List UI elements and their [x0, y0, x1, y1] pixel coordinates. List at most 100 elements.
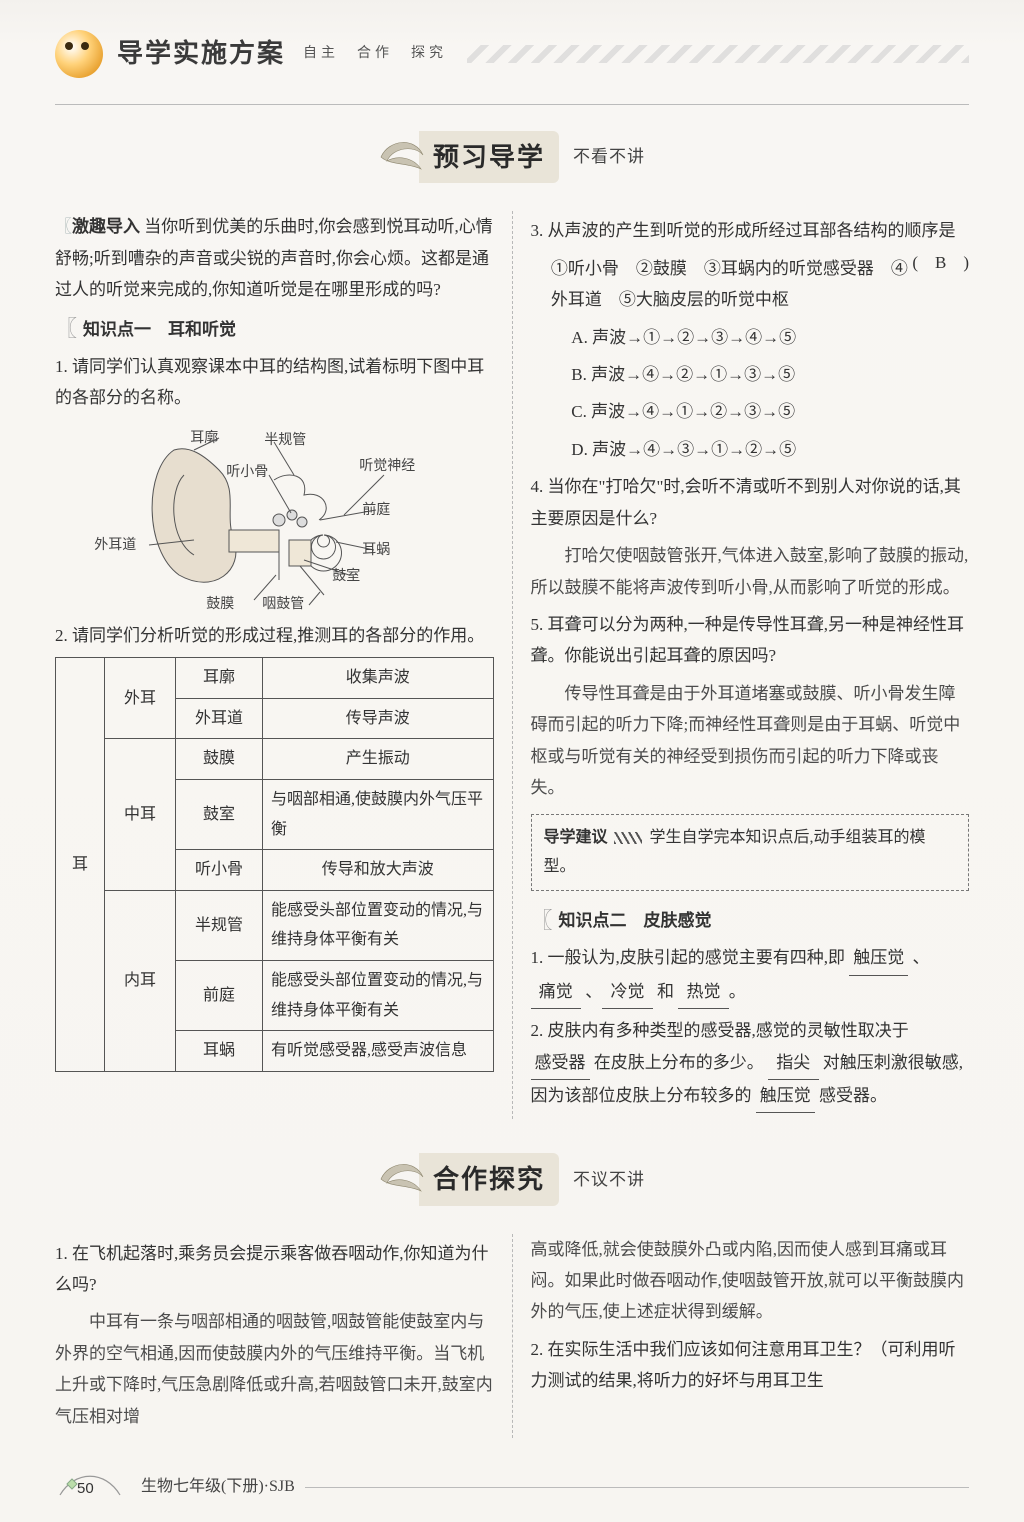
blank-6: 指尖 [768, 1047, 819, 1080]
cell-part: 耳蜗 [176, 1031, 263, 1072]
q3-answer: B [935, 253, 946, 272]
section-side: 不看不讲 [573, 141, 645, 172]
kp-ornament-icon: 〖 [55, 318, 77, 340]
kp2-q1-pre: 1. 一般认为,皮肤引起的感觉主要有四种,即 [531, 948, 846, 967]
cell-part: 外耳道 [176, 698, 263, 739]
section-side: 不议不讲 [573, 1164, 645, 1195]
question-2: 2. 请同学们分析听觉的形成过程,推测耳的各部分的作用。 [55, 620, 494, 651]
q4-answer: 打哈欠使咽鼓管张开,气体进入鼓室,影响了鼓膜的振动,所以鼓膜不能将声波传到听小骨… [531, 540, 970, 603]
header-subtitle: 自主 合作 探究 [303, 41, 447, 67]
ear-table: 耳 外耳 耳廓 收集声波 外耳道 传导声波 中耳 鼓膜 产生振动 鼓室 与咽部相… [55, 657, 494, 1072]
intro-paragraph: 〖激趣导入 当你听到优美的乐曲时,你会感到悦耳动听,心情舒畅;听到嘈杂的声音或尖… [55, 211, 494, 305]
question-5: 5. 耳聋可以分为两种,一种是传导性耳聋,另一种是神经性耳聋。你能说出引起耳聋的… [531, 609, 970, 672]
label-waierdao: 外耳道 [94, 533, 136, 559]
ear-diagram: 耳廓 半规管 听觉神经 听小骨 前庭 外耳道 耳蜗 鼓室 鼓膜 咽鼓管 [94, 420, 454, 610]
label-gushi: 鼓室 [332, 564, 360, 590]
kp-ornament-icon: 〖 [531, 910, 553, 932]
label-tingjueshenjing: 听觉神经 [359, 454, 415, 480]
left-column: 〖激趣导入 当你听到优美的乐曲时,你会感到悦耳动听,心情舒畅;听到嘈杂的声音或尖… [55, 211, 494, 1119]
blank-1: 触压觉 [849, 942, 908, 975]
swoosh-icon [379, 135, 425, 179]
cell-part: 半规管 [176, 890, 263, 960]
kp2-label: 知识点二 [559, 905, 627, 936]
cell-fn: 能感受头部位置变动的情况,与维持身体平衡有关 [263, 890, 494, 960]
q3-stem: 3. 从声波的产生到听觉的形成所经过耳部各结构的顺序是 [531, 221, 956, 240]
cell-group: 外耳 [105, 658, 176, 739]
cell-part: 鼓室 [176, 780, 263, 850]
kp2-q2-pre: 2. 皮肤内有多种类型的感受器,感觉的灵敏性取决于 [531, 1021, 909, 1040]
section-title: 合作探究 [419, 1153, 559, 1205]
table-row: 耳 外耳 耳廓 收集声波 [56, 658, 494, 699]
cell-fn: 传导声波 [263, 698, 494, 739]
bottom-q1-answer-left: 中耳有一条与咽部相通的咽鼓管,咽鼓管能使鼓室内与外界的空气相通,因而使鼓膜内外的… [55, 1306, 494, 1432]
label-gumo: 鼓膜 [206, 592, 234, 618]
label-yanguguan: 咽鼓管 [262, 592, 304, 618]
table-row: 内耳 半规管 能感受头部位置变动的情况,与维持身体平衡有关 [56, 890, 494, 960]
page-number: 50 [77, 1475, 94, 1503]
cell-group: 内耳 [105, 890, 176, 1071]
content-columns: 〖激趣导入 当你听到优美的乐曲时,你会感到悦耳动听,心情舒畅;听到嘈杂的声音或尖… [55, 211, 969, 1119]
bottom-q2: 2. 在实际生活中我们应该如何注意用耳卫生？（可利用听力测试的结果,将听力的好坏… [531, 1334, 970, 1397]
question-4: 4. 当你在"打哈欠"时,会听不清或听不到别人对你说的话,其主要原因是什么? [531, 471, 970, 534]
q3-answer-paren: ( B ) [912, 247, 969, 278]
kp1-label: 知识点一 [83, 314, 151, 345]
q3-choice-b: B. 声波→④→②→①→③→⑤ [571, 359, 969, 390]
table-row: 中耳 鼓膜 产生振动 [56, 739, 494, 780]
cell-fn: 能感受头部位置变动的情况,与维持身体平衡有关 [263, 961, 494, 1031]
footer-line [305, 1487, 969, 1488]
knowledge-point-2-row: 〖 知识点二 皮肤感觉 [531, 905, 970, 936]
blank-5: 感受器 [531, 1047, 590, 1080]
page-footer: 50 生物七年级(下册)·SJB [55, 1472, 969, 1502]
bottom-q1: 1. 在飞机起落时,乘务员会提示乘客做吞咽动作,你知道为什么吗? [55, 1238, 494, 1301]
column-divider [512, 211, 513, 1119]
page-number-ornament: 50 [55, 1472, 125, 1502]
cell-part: 听小骨 [176, 850, 263, 891]
question-1: 1. 请同学们认真观察课本中耳的结构图,试着标明下图中耳的各部分的名称。 [55, 351, 494, 414]
label-tingxiaogu: 听小骨 [226, 460, 268, 486]
kp2-q1-and: 和 [657, 982, 674, 1001]
blank-4: 热觉 [678, 976, 729, 1009]
column-divider [512, 1234, 513, 1439]
cell-fn: 有听觉感受器,感受声波信息 [263, 1031, 494, 1072]
kp2-q2-tail: 感受器。 [819, 1086, 887, 1105]
blank-2: 痛觉 [531, 976, 582, 1009]
question-3: 3. 从声波的产生到听觉的形成所经过耳部各结构的顺序是 ( B ) [531, 215, 970, 246]
header-title: 导学实施方案 [117, 30, 285, 78]
footer-label: 生物七年级(下册)·SJB [141, 1472, 295, 1502]
mascot-icon [55, 30, 103, 78]
label-erwo: 耳蜗 [362, 538, 390, 564]
label-erkuo: 耳廓 [190, 426, 218, 452]
kp2-question-1: 1. 一般认为,皮肤引起的感觉主要有四种,即 触压觉 、痛觉 、冷觉 和 热觉。 [531, 942, 970, 1009]
section-banner-preview: 预习导学 不看不讲 [55, 131, 969, 183]
blank-7: 触压觉 [756, 1080, 815, 1113]
right-column: 3. 从声波的产生到听觉的形成所经过耳部各结构的顺序是 ( B ) ①听小骨 ②… [531, 211, 970, 1119]
suggestion-box: 导学建议 学生自学完本知识点后,动手组装耳的模型。 [531, 814, 970, 891]
bottom-left-column: 1. 在飞机起落时,乘务员会提示乘客做吞咽动作,你知道为什么吗? 中耳有一条与咽… [55, 1234, 494, 1439]
label-qianting: 前庭 [362, 498, 390, 524]
page: 导学实施方案 自主 合作 探究 预习导学 不看不讲 〖激趣导入 当你听到优美的乐… [0, 0, 1024, 1522]
cell-fn: 与咽部相通,使鼓膜内外气压平衡 [263, 780, 494, 850]
cell-part: 鼓膜 [176, 739, 263, 780]
q3-choice-d: D. 声波→④→③→①→②→⑤ [571, 434, 969, 465]
kp2-title: 皮肤感觉 [644, 905, 712, 936]
cell-fn: 传导和放大声波 [263, 850, 494, 891]
header-stripe-icon [467, 45, 969, 63]
cell-root: 耳 [56, 658, 105, 1072]
cell-part: 耳廓 [176, 658, 263, 699]
section-banner-explore: 合作探究 不议不讲 [55, 1153, 969, 1205]
q5-answer: 传导性耳聋是由于外耳道堵塞或鼓膜、听小骨发生障碍而引起的听力下降;而神经性耳聋则… [531, 678, 970, 804]
hatch-icon [614, 832, 642, 844]
kp2-question-2: 2. 皮肤内有多种类型的感受器,感觉的灵敏性取决于 感受器 在皮肤上分布的多少。… [531, 1015, 970, 1113]
kp2-q2-mid1: 在皮肤上分布的多少。 [594, 1053, 764, 1072]
suggestion-label: 导学建议 [544, 829, 608, 846]
bottom-right-column: 高或降低,就会使鼓膜外凸或内陷,因而使人感到耳痛或耳闷。如果此时做吞咽动作,使咽… [531, 1234, 970, 1439]
knowledge-point-1-row: 〖 知识点一 耳和听觉 [55, 314, 494, 345]
cell-fn: 收集声波 [263, 658, 494, 699]
label-banguiguan: 半规管 [264, 428, 306, 454]
section-title: 预习导学 [419, 131, 559, 183]
cell-part: 前庭 [176, 961, 263, 1031]
swoosh-icon [379, 1157, 425, 1201]
intro-label: 激趣导入 [72, 217, 140, 236]
cell-fn: 产生振动 [263, 739, 494, 780]
q3-choice-c: C. 声波→④→①→②→③→⑤ [571, 396, 969, 427]
